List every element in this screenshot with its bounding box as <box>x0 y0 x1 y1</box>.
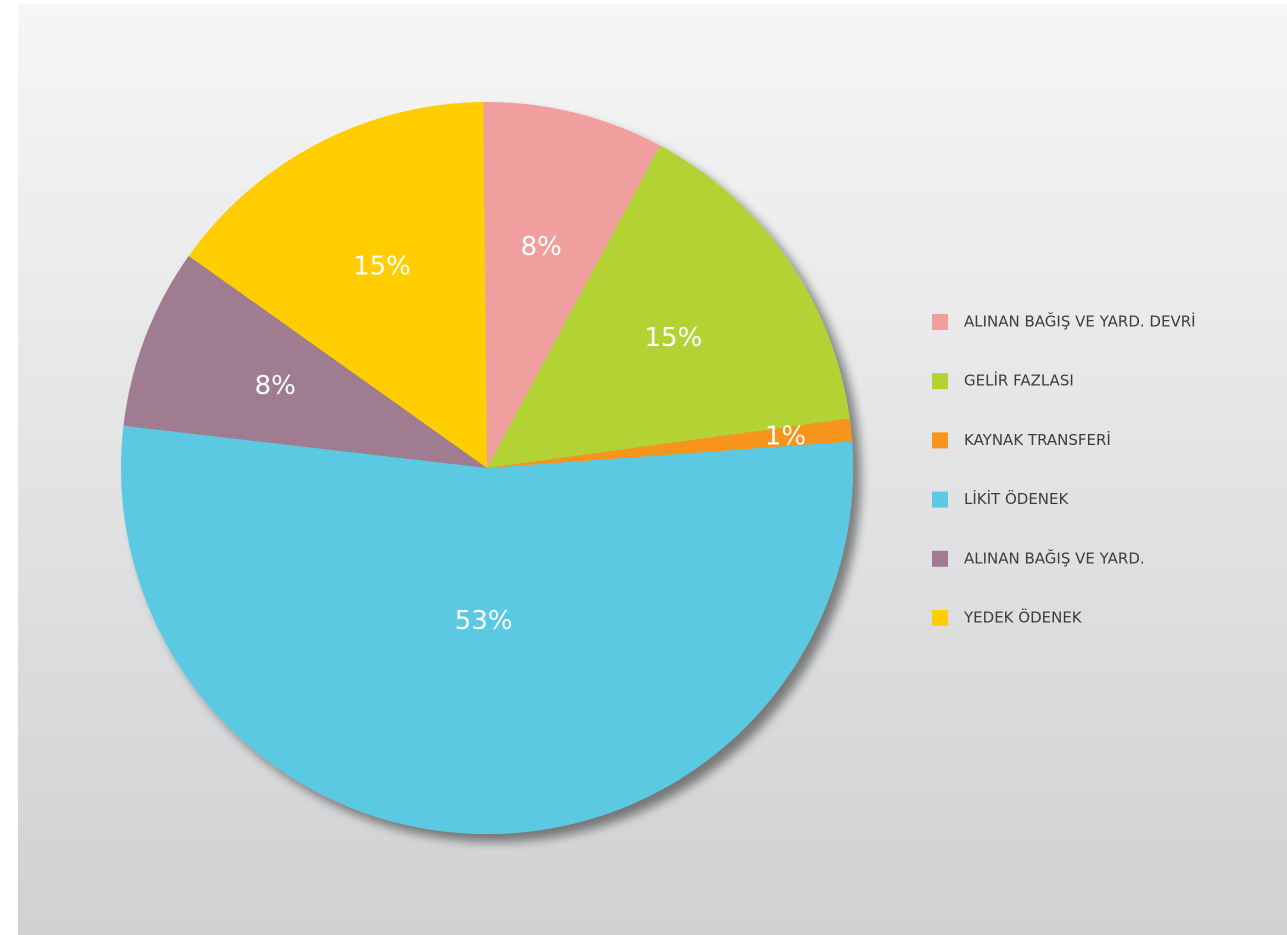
pie-slice <box>188 102 488 468</box>
legend-label: ALINAN BAĞIŞ VE YARD. DEVRİ <box>964 312 1196 331</box>
pie <box>121 102 854 835</box>
legend-label: ALINAN BAĞIŞ VE YARD. <box>964 548 1145 567</box>
data-label: 8% <box>255 371 296 401</box>
legend-swatch <box>932 373 948 390</box>
legend-swatch <box>932 610 948 626</box>
legend-label: KAYNAK TRANSFERİ <box>964 430 1111 449</box>
data-label: 53% <box>455 606 513 636</box>
data-label: 1% <box>765 421 806 451</box>
data-label: 15% <box>644 323 702 353</box>
data-label: 15% <box>353 251 411 281</box>
pie-slice <box>123 255 487 468</box>
legend-label: LİKİT ÖDENEK <box>964 489 1070 508</box>
legend-swatch <box>932 432 948 449</box>
legend-label: GELİR FAZLASI <box>964 371 1074 390</box>
pie-slice <box>487 418 853 468</box>
data-label: 8% <box>521 232 562 262</box>
pie-slice <box>487 145 850 468</box>
legend-swatch <box>932 491 948 508</box>
pie-slice <box>121 425 854 835</box>
pie-slice <box>483 102 661 468</box>
legend-label: YEDEK ÖDENEK <box>963 608 1083 627</box>
legend-swatch <box>932 550 948 567</box>
legend-swatch <box>932 314 948 330</box>
